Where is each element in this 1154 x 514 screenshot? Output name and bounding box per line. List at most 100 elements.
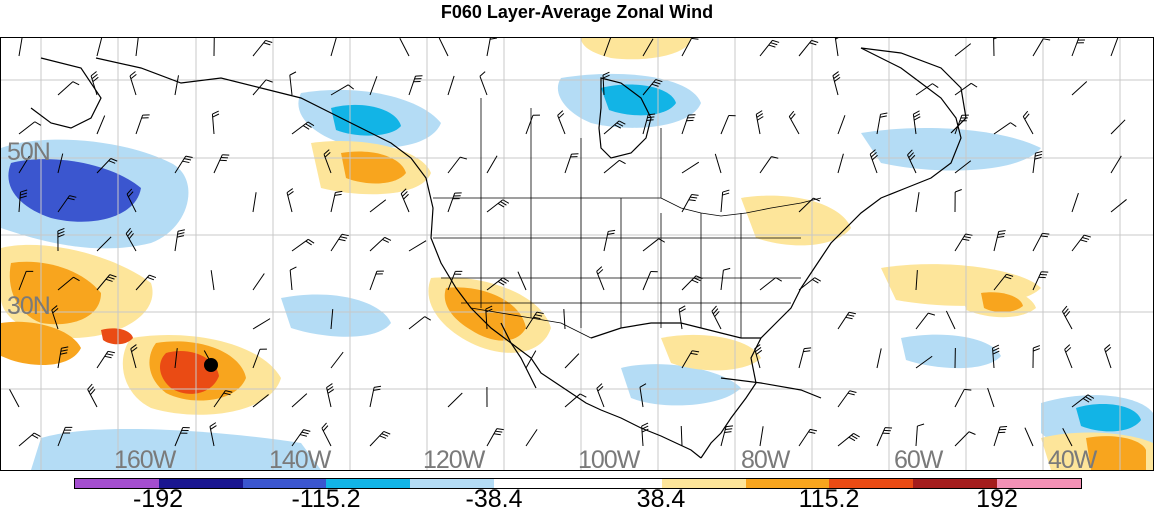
wind-barb [1023,111,1033,134]
wind-barb [955,44,971,56]
wind-barb [721,426,733,446]
wind-barb [643,272,658,290]
wind-barb [604,230,615,251]
map-panel: 50N 30N 160W 140W 120W 100W 80W 60W 40W [0,37,1154,471]
wind-barb [1072,82,1087,95]
wind-barb [946,311,955,329]
wind-barb [448,393,462,407]
wind-barb [994,123,1016,134]
lon-label-40w: 40W [1048,446,1096,471]
wind-barb [19,38,22,56]
wind-barb [370,271,384,290]
wind-barb [518,272,526,290]
colorbar-label: 115.2 [799,485,860,514]
lat-label-50n: 50N [7,138,50,167]
wind-barb [448,193,462,212]
wind-barb [988,388,994,407]
location-marker [204,358,218,372]
wind-barb [370,200,386,212]
wind-barb [287,189,293,212]
lat-label-30n: 30N [7,292,50,321]
wind-barb [1072,38,1086,56]
wind-barb [292,122,314,134]
negative-area [621,364,741,405]
wind-barb [370,237,391,251]
wind-barb [604,160,626,173]
wind-barb [835,38,842,56]
colorbar-label: -115.2 [291,485,360,514]
wind-barb [1072,193,1078,212]
wind-barb [1033,151,1042,173]
colorbar-labels: -192 -115.2 -38.4 38.4 115.2 192 [0,485,1154,511]
zonal-wind-map [1,38,1153,470]
lon-label-60w: 60W [894,446,942,471]
wind-barb [1062,306,1072,329]
wind-barb [955,190,962,212]
wind-barb [833,72,840,95]
wind-barb [401,189,409,212]
wind-barb [1111,120,1125,134]
wind-barb [1033,346,1040,368]
wind-barb [838,312,856,329]
wind-barb [58,82,79,95]
wind-barb [487,38,498,56]
lon-label-80w: 80W [741,446,789,471]
wind-barb [916,192,919,212]
wind-barb [870,150,877,173]
wind-barb [19,122,41,134]
wind-barb [643,239,665,251]
lon-label-160w: 160W [114,446,175,471]
colorbar-label: 38.4 [637,485,686,514]
lon-label-140w: 140W [269,446,330,471]
wind-barb [1033,39,1050,56]
wind-barb [838,433,860,446]
wind-barb [439,38,448,56]
wind-barb [136,115,150,134]
wind-barb [642,423,649,446]
wind-barb [712,306,721,329]
wind-barb [682,162,699,173]
wind-barb [526,351,536,368]
wind-barb [1105,345,1111,368]
greenland-coast [861,48,966,133]
wind-barb [721,190,729,212]
wind-barb [487,200,509,212]
wind-barb [838,391,856,407]
wind-barb [799,278,821,290]
wind-barb [448,76,454,95]
wind-barb [97,351,115,368]
lon-label-100w: 100W [578,446,639,471]
wind-barb [97,38,102,56]
wind-barb [253,192,256,212]
wind-barb [760,157,778,173]
wind-barb [682,194,699,212]
wind-barb [994,38,1001,56]
wind-barb [292,239,314,251]
wind-barb [1072,235,1091,251]
negative-area [901,335,1001,369]
wind-barb [558,111,565,134]
wind-barb [253,274,264,290]
wind-barb [681,426,682,446]
lon-label-120w: 120W [423,446,484,471]
chart-title: F060 Layer-Average Zonal Wind [0,2,1154,23]
wind-barb [955,389,971,407]
wind-barb [292,394,307,407]
wind-barb [1065,345,1072,368]
wind-barb [597,384,604,407]
wind-barb [487,429,504,446]
wind-barb [526,115,540,134]
wind-barb [409,76,422,95]
wind-barb [253,40,272,56]
wind-barb [877,428,892,446]
wind-barb [994,427,1007,446]
wind-barb [331,234,349,251]
wind-barb [322,423,331,446]
wind-shading [1,38,1153,470]
wind-barb [1025,428,1033,446]
wind-barb [480,72,487,95]
wind-barb [136,38,145,56]
wind-barb [955,234,972,251]
wind-barb [799,348,811,368]
positive-area [661,335,761,370]
